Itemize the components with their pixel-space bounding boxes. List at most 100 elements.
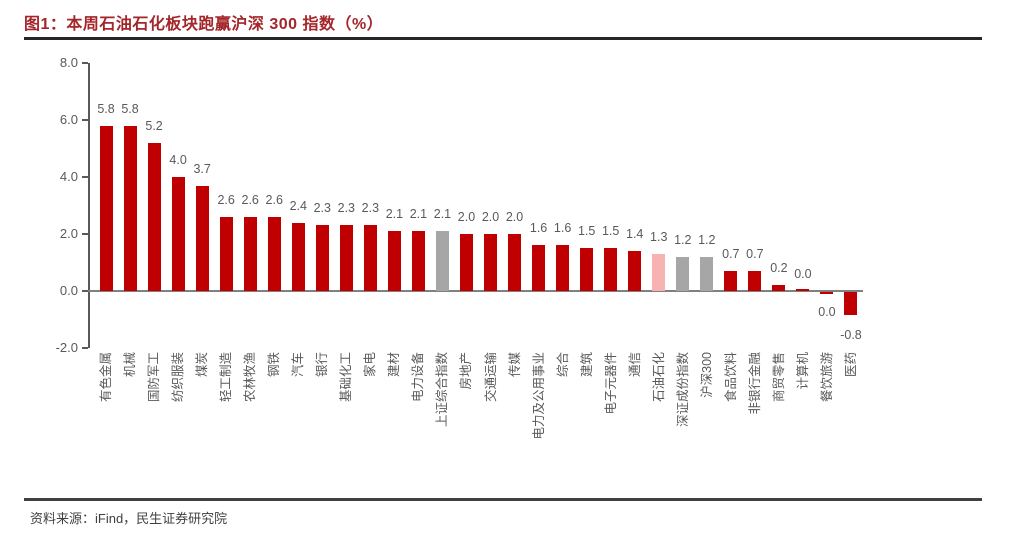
category-label-计算机: 计算机 xyxy=(795,352,810,390)
bar-value-label: 2.4 xyxy=(289,198,307,213)
y-axis-tick xyxy=(82,119,88,121)
bar-国防军工 xyxy=(147,142,161,291)
category-label-纺织服装: 纺织服装 xyxy=(171,352,186,403)
category-label-非银行金融: 非银行金融 xyxy=(747,352,762,415)
bar-轻工制造 xyxy=(219,216,233,291)
y-axis-label: 8.0 xyxy=(59,55,78,70)
bar-value-label: 0.0 xyxy=(794,267,812,281)
category-label-钢铁: 钢铁 xyxy=(267,352,282,378)
title-underline xyxy=(24,37,982,40)
bar-综合 xyxy=(556,245,570,291)
category-label-机械: 机械 xyxy=(123,352,138,378)
bar-value-label: 2.6 xyxy=(241,192,259,207)
bar-value-label: 2.1 xyxy=(385,207,404,222)
bar-value-label: 1.2 xyxy=(674,232,692,247)
bar-餐饮旅游 xyxy=(820,292,834,294)
category-label-石油石化: 石油石化 xyxy=(651,352,666,403)
bar-建筑 xyxy=(580,248,594,291)
category-label-家电: 家电 xyxy=(363,352,378,378)
bar-value-label: 2.3 xyxy=(361,201,380,216)
bar-value-label: 2.6 xyxy=(217,192,235,207)
category-label-有色金属: 有色金属 xyxy=(99,352,114,403)
bar-value-label: 2.0 xyxy=(457,210,476,224)
bar-深证成份指数 xyxy=(676,256,690,291)
bar-电力及公用事业 xyxy=(532,245,546,291)
category-label-汽车: 汽车 xyxy=(291,352,306,378)
category-label-银行: 银行 xyxy=(315,352,330,378)
bar-value-label: 3.7 xyxy=(193,161,211,176)
y-axis-tick xyxy=(82,176,88,178)
bar-房地产 xyxy=(459,234,473,291)
category-label-建材: 建材 xyxy=(387,352,402,378)
bar-传媒 xyxy=(508,234,522,291)
category-label-传媒: 传媒 xyxy=(507,352,522,378)
bar-value-label: 2.6 xyxy=(265,192,283,207)
bar-计算机 xyxy=(796,289,810,291)
bar-value-label: 0.2 xyxy=(770,261,788,276)
category-label-国防军工: 国防军工 xyxy=(147,352,162,403)
category-label-建筑: 建筑 xyxy=(579,352,594,378)
bar-value-label: 1.5 xyxy=(601,224,620,239)
bar-value-label: 2.0 xyxy=(481,210,500,224)
category-label-基础化工: 基础化工 xyxy=(339,352,354,403)
y-axis-line xyxy=(88,63,90,348)
bar-家电 xyxy=(363,225,377,291)
bar-有色金属 xyxy=(99,125,113,291)
bar-商贸零售 xyxy=(772,285,786,291)
bar-value-label: 2.1 xyxy=(433,207,452,222)
bar-value-label: 1.6 xyxy=(553,221,572,236)
category-label-食品饮料: 食品饮料 xyxy=(723,352,738,403)
y-axis-label: 2.0 xyxy=(59,226,78,241)
bar-value-label: 0.7 xyxy=(746,247,764,262)
bar-value-label: -0.8 xyxy=(840,327,862,342)
bar-建材 xyxy=(387,231,401,291)
bar-机械 xyxy=(123,125,137,291)
footer-divider xyxy=(24,498,982,501)
bar-value-label: 4.0 xyxy=(169,153,187,167)
y-axis-label: 0.0 xyxy=(59,283,78,298)
bar-汽车 xyxy=(291,222,305,291)
y-axis-tick xyxy=(82,62,88,64)
category-label-电力及公用事业: 电力及公用事业 xyxy=(531,352,546,440)
bar-电子元器件 xyxy=(604,248,618,291)
bar-上证综合指数 xyxy=(435,231,449,291)
bar-value-label: 0.0 xyxy=(818,305,836,319)
bar-电力设备 xyxy=(411,231,425,291)
bar-医药 xyxy=(844,292,858,315)
bar-银行 xyxy=(315,225,329,291)
category-label-房地产: 房地产 xyxy=(459,352,474,390)
y-axis-label: 4.0 xyxy=(59,169,78,184)
bar-value-label: 2.3 xyxy=(313,201,331,216)
y-axis-label: 6.0 xyxy=(59,112,78,127)
bar-value-label: 1.4 xyxy=(626,227,644,242)
bar-value-label: 2.3 xyxy=(337,201,356,216)
bar-纺织服装 xyxy=(171,177,185,291)
bar-value-label: 1.3 xyxy=(650,229,668,244)
category-label-医药: 医药 xyxy=(843,352,858,378)
bar-value-label: 2.1 xyxy=(409,207,428,222)
source-note: 资料来源：iFind，民生证券研究院 xyxy=(30,511,228,526)
y-axis-tick xyxy=(82,233,88,235)
bar-沪深300 xyxy=(700,256,714,291)
category-label-上证综合指数: 上证综合指数 xyxy=(435,352,450,428)
bar-value-label: 5.8 xyxy=(97,101,115,116)
category-label-餐饮旅游: 餐饮旅游 xyxy=(819,352,834,403)
bar-煤炭 xyxy=(195,185,209,291)
category-label-电子元器件: 电子元器件 xyxy=(603,352,618,415)
y-axis-tick xyxy=(82,347,88,349)
bar-value-label: 5.2 xyxy=(145,118,163,133)
bar-value-label: 1.2 xyxy=(698,232,716,247)
category-label-交通运输: 交通运输 xyxy=(483,352,498,403)
bar-value-label: 2.0 xyxy=(505,210,524,224)
category-label-农林牧渔: 农林牧渔 xyxy=(243,352,258,403)
category-label-沪深300: 沪深300 xyxy=(699,352,714,398)
y-axis-label: -2.0 xyxy=(55,340,78,355)
bar-石油石化 xyxy=(652,253,666,291)
bar-value-label: 1.6 xyxy=(529,221,548,236)
bar-农林牧渔 xyxy=(243,216,257,291)
bar-通信 xyxy=(628,251,642,291)
category-label-轻工制造: 轻工制造 xyxy=(219,352,234,403)
category-label-深证成份指数: 深证成份指数 xyxy=(675,352,690,428)
